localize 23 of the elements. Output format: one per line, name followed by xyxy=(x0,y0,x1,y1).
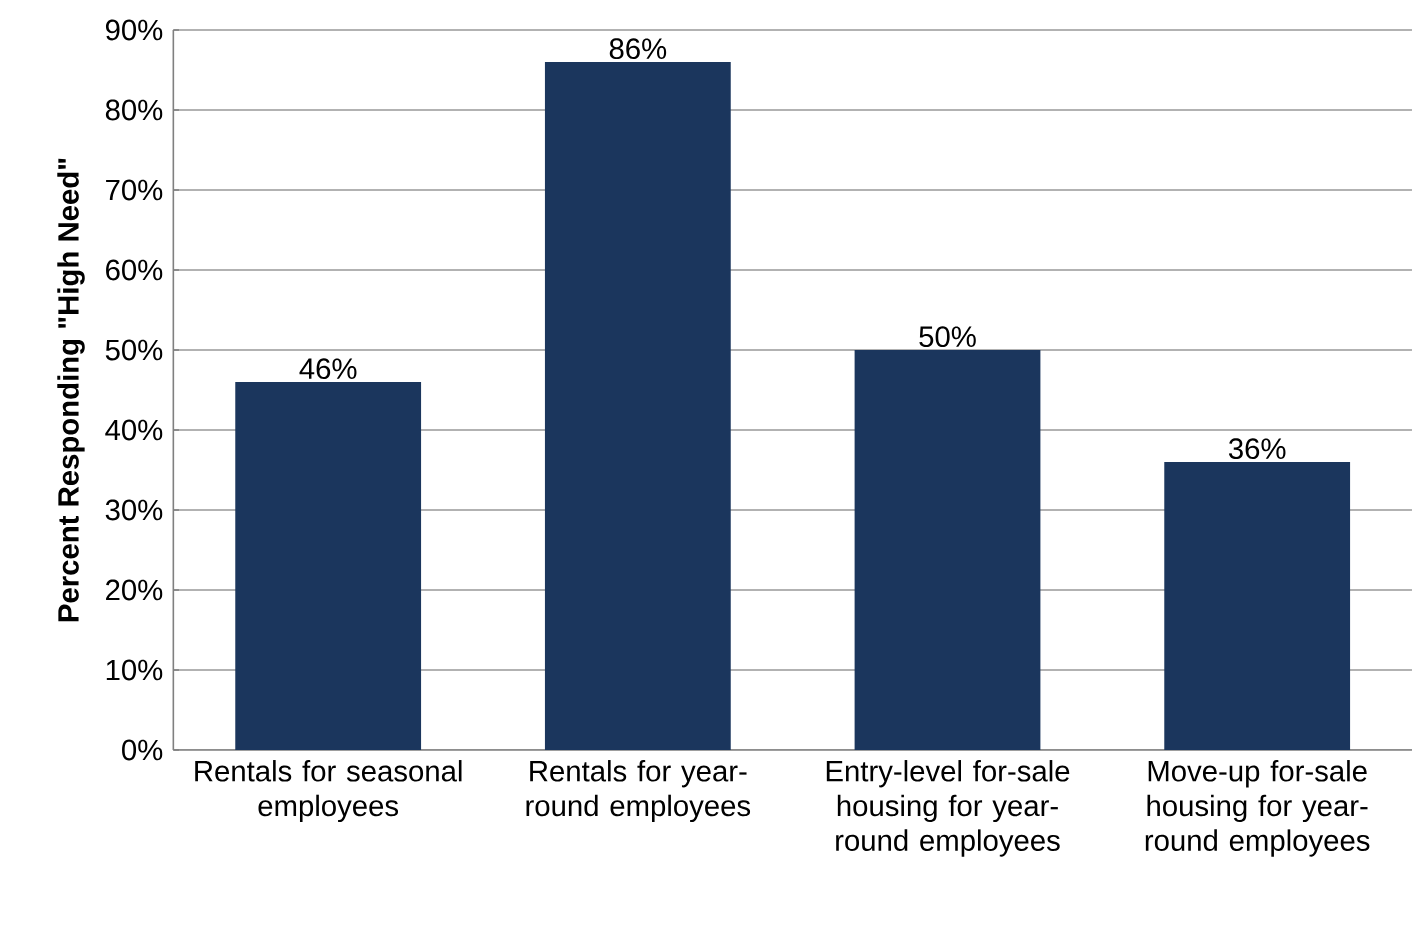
y-tick-label: 80% xyxy=(105,99,163,121)
y-tick-label: 30% xyxy=(105,499,163,521)
y-tick-label: 10% xyxy=(106,659,163,681)
bar xyxy=(235,382,422,750)
y-axis-title: Percent Responding "High Need" xyxy=(57,158,85,622)
y-tick-label: 70% xyxy=(106,179,163,201)
bar xyxy=(544,62,731,750)
data-label: 50% xyxy=(919,326,976,348)
data-label: 36% xyxy=(1228,438,1286,460)
y-tick-label: 50% xyxy=(105,339,163,361)
x-tick-label: Rentals for year-round employees xyxy=(526,760,751,823)
y-tick-label: 20% xyxy=(106,579,163,601)
x-tick-label: Entry-level for-sale housing for year-round employees xyxy=(826,760,1070,857)
bar xyxy=(1164,462,1351,750)
data-label: 46% xyxy=(299,358,357,380)
x-tick-label: Rentals for seasonal employees xyxy=(195,760,462,823)
y-tick-label: 90% xyxy=(105,19,163,41)
bar xyxy=(854,350,1041,750)
y-tick-label: 60% xyxy=(106,259,163,281)
data-label: 86% xyxy=(609,38,667,60)
y-tick-label: 0% xyxy=(122,739,163,761)
y-tick-label: 40% xyxy=(105,419,163,441)
x-tick-label: Move-up for-sale housing for year-round employees xyxy=(1145,760,1370,857)
